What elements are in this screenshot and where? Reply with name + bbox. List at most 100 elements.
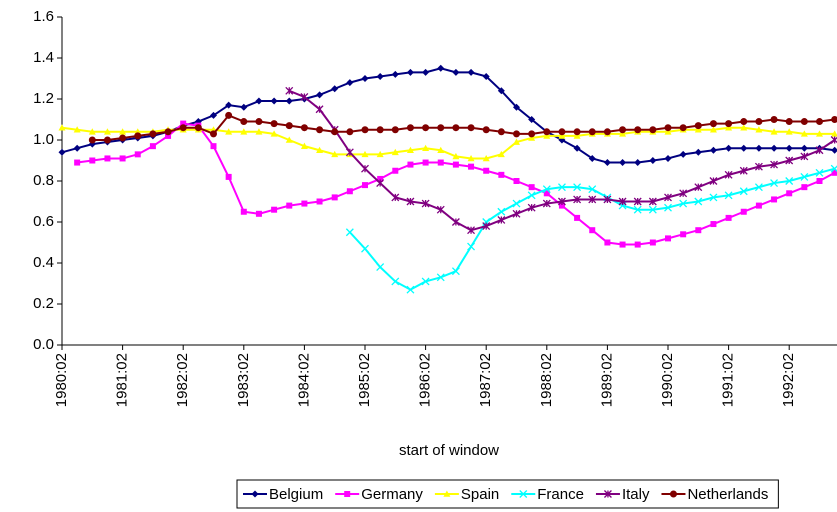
marker [467, 154, 475, 162]
marker [785, 128, 793, 135]
marker [603, 195, 612, 204]
marker [391, 70, 399, 78]
marker [633, 205, 642, 214]
marker [770, 128, 778, 135]
x-tick-label: 1986:02 [417, 353, 434, 407]
marker [452, 161, 459, 168]
x-tick-label: 1982:02 [174, 353, 191, 407]
marker [785, 156, 794, 165]
marker [437, 159, 444, 166]
marker [709, 120, 717, 128]
marker [816, 118, 823, 126]
marker [679, 189, 688, 198]
marker [664, 203, 672, 212]
marker [739, 187, 748, 196]
marker [725, 120, 733, 128]
marker [634, 126, 642, 134]
x-axis-title: start of window [399, 442, 499, 459]
marker [519, 490, 528, 498]
marker [164, 128, 172, 136]
marker [391, 277, 400, 286]
marker [225, 101, 233, 109]
y-tick-label: 0.4 [33, 254, 54, 271]
x-tick-label: 1989:02 [598, 353, 615, 407]
marker [740, 208, 747, 215]
marker [755, 126, 763, 133]
marker [498, 171, 505, 178]
marker [633, 197, 642, 206]
marker [588, 128, 596, 136]
marker [709, 146, 717, 154]
marker [73, 126, 81, 133]
marker [179, 124, 187, 132]
series [285, 86, 837, 235]
marker [316, 126, 324, 134]
legend-label: Netherlands [687, 486, 768, 503]
y-tick-label: 0.0 [33, 336, 54, 353]
marker [528, 116, 536, 123]
marker [407, 161, 414, 168]
marker [513, 103, 520, 111]
marker [604, 239, 611, 246]
marker [603, 128, 611, 136]
series [88, 111, 837, 144]
marker [377, 175, 384, 182]
marker [497, 87, 505, 95]
marker [255, 97, 263, 105]
marker [88, 136, 96, 144]
marker [771, 196, 778, 203]
legend-label: France [537, 486, 584, 503]
marker [649, 126, 657, 134]
marker [785, 144, 793, 152]
marker [345, 148, 354, 157]
marker [709, 193, 718, 202]
marker [588, 154, 596, 162]
marker [740, 118, 748, 126]
marker [451, 218, 460, 226]
marker [104, 155, 111, 162]
marker [422, 144, 430, 151]
marker [483, 167, 490, 174]
marker [437, 64, 445, 72]
marker [89, 157, 96, 164]
marker [648, 197, 657, 206]
marker [725, 144, 733, 152]
marker [543, 128, 551, 136]
x-tick-label: 1981:02 [114, 353, 131, 407]
marker [619, 126, 627, 134]
marker [240, 103, 248, 111]
marker [513, 130, 520, 138]
marker [436, 205, 445, 214]
legend-item: Germany [335, 486, 423, 503]
marker [451, 267, 460, 276]
marker [755, 202, 762, 209]
marker [573, 144, 581, 152]
marker [225, 128, 233, 135]
marker [694, 122, 702, 130]
marker [755, 118, 763, 126]
marker [270, 97, 278, 105]
legend-item: France [511, 486, 584, 503]
marker [664, 124, 672, 132]
marker [709, 126, 717, 133]
marker [210, 130, 217, 138]
marker [240, 208, 247, 215]
marker [679, 124, 687, 132]
marker [467, 68, 475, 76]
marker [300, 92, 309, 101]
marker [482, 154, 490, 162]
marker [785, 118, 793, 126]
marker [649, 157, 657, 164]
marker [754, 162, 763, 171]
marker [669, 490, 677, 498]
marker [558, 132, 566, 139]
series-line [61, 126, 835, 160]
marker [251, 490, 259, 498]
marker [786, 190, 793, 197]
marker [724, 170, 733, 179]
marker [770, 160, 779, 169]
marker [710, 221, 717, 228]
marker [346, 79, 354, 87]
marker [497, 215, 506, 224]
marker [361, 75, 369, 82]
